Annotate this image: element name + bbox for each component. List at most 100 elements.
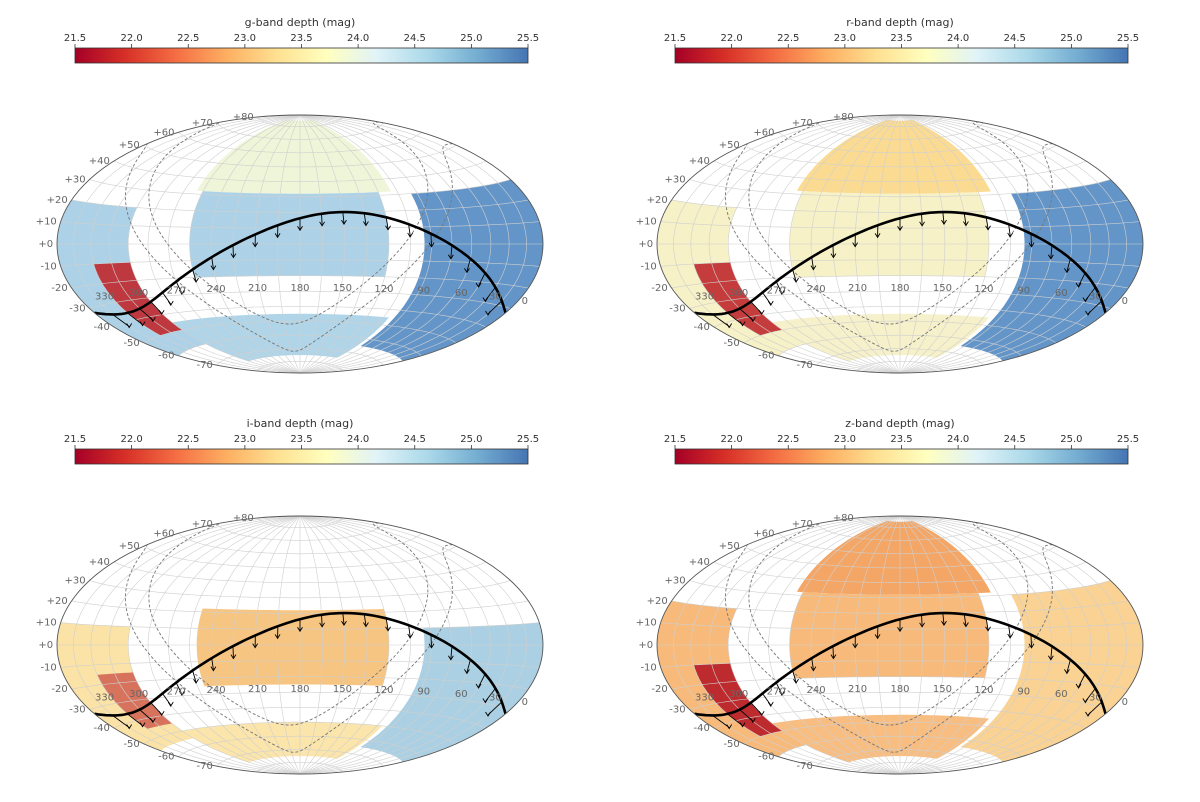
ra-label: 210 — [848, 283, 867, 294]
boundary-arrowhead — [210, 666, 217, 672]
galactic-plane-lower — [124, 143, 453, 352]
map-z-band: z-band depth (mag) 21.5 22.0 22.5 23.0 23.5 24… — [636, 417, 1144, 775]
dec-label: +10 — [36, 618, 57, 629]
graticule-ra — [789, 516, 901, 774]
graticule-ra — [299, 516, 492, 774]
boundary-arrowhead — [726, 323, 733, 329]
boundary-arrowhead — [158, 711, 165, 717]
graticule-ra — [899, 115, 1127, 373]
colorbar-title: g-band depth (mag) — [245, 16, 356, 29]
boundary-arrow — [921, 614, 923, 626]
boundary-arrowhead — [1007, 633, 1014, 639]
ra-label: 300 — [729, 689, 748, 700]
boundary-arrowhead — [1007, 232, 1014, 238]
footprint-south-band — [772, 714, 989, 763]
dec-label: -10 — [40, 662, 56, 673]
ra-label: 330 — [95, 291, 114, 302]
boundary-arrow — [478, 673, 486, 688]
colorbar-tick-label: 21.5 — [664, 434, 686, 445]
boundary-arrow — [192, 670, 197, 683]
ra-label: 150 — [933, 684, 952, 695]
boundary-arrowhead — [1075, 282, 1082, 288]
sky-map — [57, 115, 543, 373]
colorbar-tick-label: 22.5 — [177, 434, 199, 445]
colorbar-tick-label: 24.0 — [947, 33, 969, 44]
colorbar-tick-label: 25.0 — [460, 434, 482, 445]
boundary-arrowhead — [158, 310, 165, 316]
colorbar-tick-label: 23.0 — [234, 33, 256, 44]
boundary-arrow — [792, 670, 797, 683]
graticule-ra — [299, 516, 323, 774]
graticule-ra — [747, 516, 901, 774]
graticule-ra — [899, 516, 923, 774]
boundary-arrowhead — [252, 643, 259, 649]
dec-label: -70 — [797, 360, 813, 371]
boundary-arrowhead — [341, 219, 347, 226]
colorbar-tick-label: 23.0 — [234, 434, 256, 445]
boundary-arrowhead — [1047, 655, 1054, 661]
graticule-ra — [789, 115, 901, 373]
ra-label: 30 — [1089, 692, 1102, 703]
boundary-arrowhead — [319, 622, 325, 628]
graticule-ra — [899, 115, 923, 373]
ra-label: 0 — [1122, 296, 1128, 307]
ra-label: 90 — [417, 687, 430, 698]
boundary-arrow — [712, 715, 730, 728]
graticule-ra — [277, 115, 301, 373]
boundary-arrow — [942, 613, 945, 625]
graticule-ra — [299, 115, 323, 373]
graticule-ra — [673, 115, 901, 373]
map-outline — [656, 114, 1144, 374]
ra-label: 210 — [248, 283, 267, 294]
ra-label: 0 — [522, 296, 528, 307]
boundary-arrowhead — [210, 265, 217, 271]
boundary-arrow — [1008, 625, 1011, 637]
colorbar-tick-label: 23.5 — [290, 33, 312, 44]
ra-label: 120 — [974, 284, 993, 295]
boundary-arrowhead — [407, 633, 414, 639]
boundary-arrowhead — [1075, 683, 1082, 689]
colorbar-tick-label: 25.5 — [1117, 33, 1139, 44]
boundary-arrowhead — [897, 226, 903, 232]
graticule-ra — [168, 516, 301, 774]
boundary-arrowhead — [297, 226, 303, 232]
boundary-arrowhead — [941, 219, 947, 226]
boundary-arrowhead — [810, 666, 817, 672]
ra-label: 180 — [890, 684, 909, 695]
boundary-arrowhead — [475, 282, 482, 288]
panel-i-band: i-band depth (mag) 21.5 22.0 22.5 23.0 23.5 24… — [0, 401, 600, 802]
dec-label: +10 — [636, 217, 657, 228]
graticule-ra — [899, 516, 968, 774]
boundary-arrow — [127, 312, 143, 326]
colorbar-tick-label: 24.5 — [1004, 434, 1026, 445]
boundary-arrowhead — [963, 221, 969, 227]
dec-label: -60 — [758, 351, 774, 362]
colorbar-tick-label: 21.5 — [64, 434, 86, 445]
colorbar-tick-label: 24.5 — [404, 434, 426, 445]
ra-label: 90 — [417, 286, 430, 297]
ra-label: 150 — [333, 684, 352, 695]
graticule-ra — [127, 516, 301, 774]
boundary-arrow — [1030, 233, 1032, 246]
colorbar-tick-label: 25.5 — [1117, 434, 1139, 445]
ra-label: 240 — [807, 284, 826, 295]
dec-label: -10 — [640, 662, 656, 673]
boundary-arrow — [1050, 646, 1053, 659]
graticule-ra — [299, 115, 411, 373]
boundary-arrowhead — [385, 626, 391, 632]
graticule-ra — [73, 516, 301, 774]
dec-label: +60 — [753, 528, 774, 539]
colorbar-tick-label: 25.5 — [517, 434, 539, 445]
boundary-arrowhead — [178, 289, 185, 296]
graticule-ra — [73, 115, 301, 373]
boundary-arrow — [342, 613, 345, 625]
boundary-arrowhead — [252, 242, 259, 248]
footprint-south-band — [772, 313, 989, 362]
boundary-arrowhead — [919, 622, 925, 628]
dec-label: +30 — [664, 175, 685, 186]
boundary-arrowhead — [149, 717, 156, 724]
boundary-arrowhead — [385, 225, 391, 231]
graticule-ra — [768, 115, 901, 373]
boundary-arrowhead — [739, 321, 746, 327]
boundary-arrowhead — [852, 643, 859, 649]
